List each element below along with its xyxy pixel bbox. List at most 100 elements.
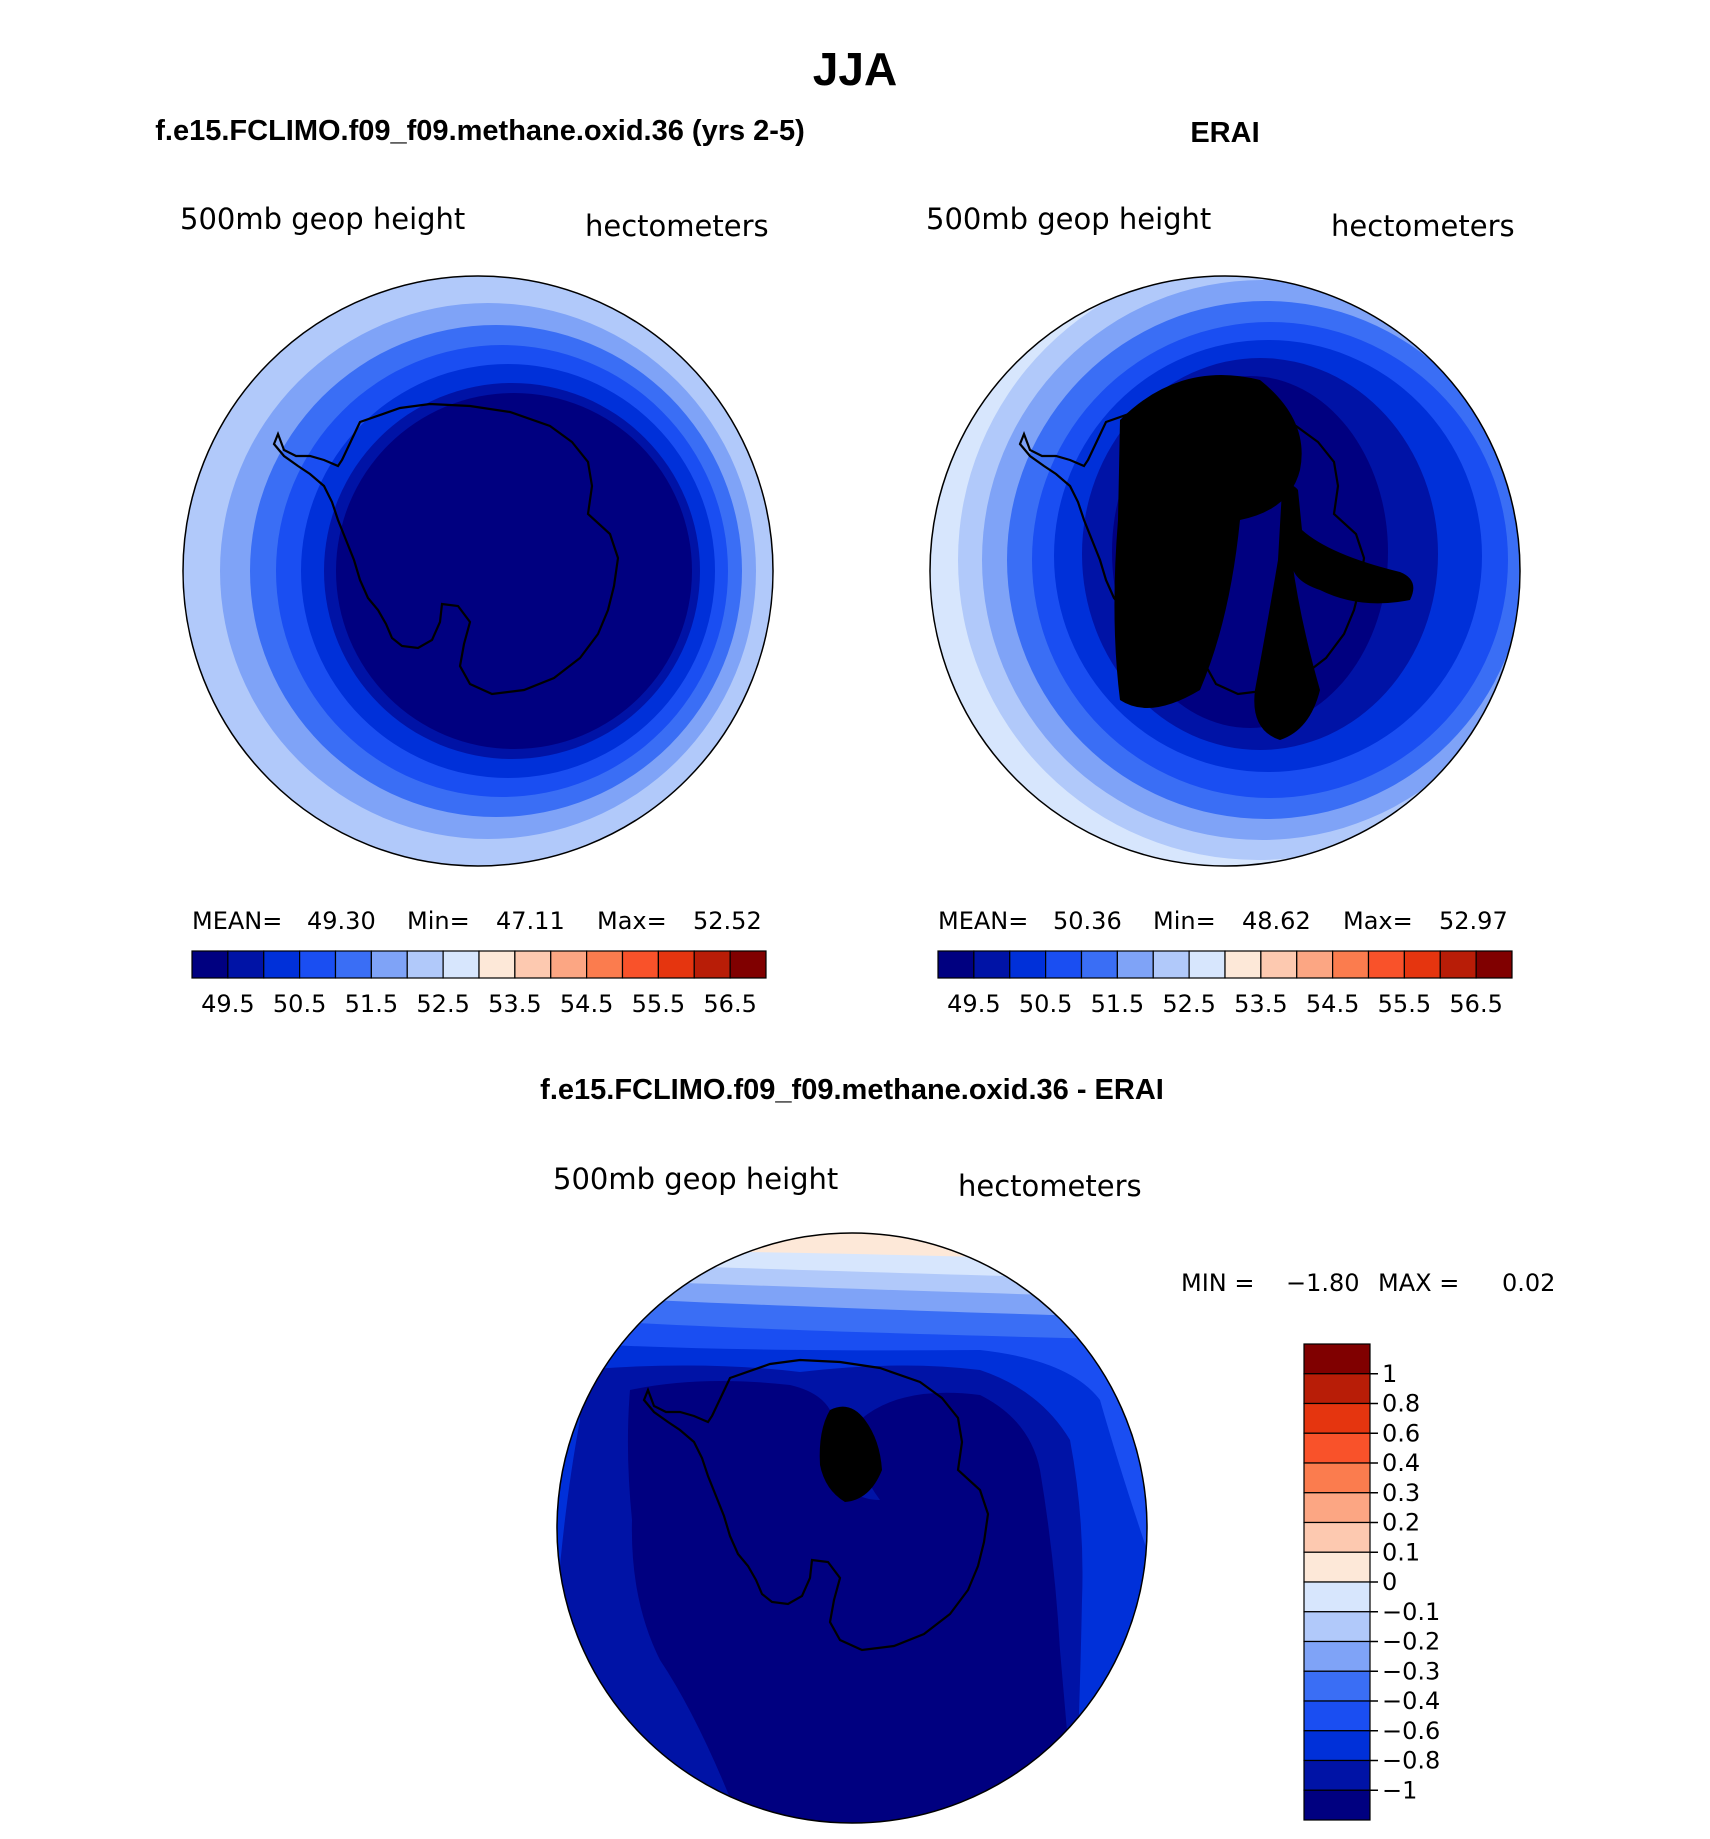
map-contour [1114, 375, 1302, 708]
colorbar-tick-label: 0.2 [1382, 1509, 1420, 1537]
colorbar-tick-label: −0.2 [1382, 1628, 1440, 1656]
panel-model-title: f.e15.FCLIMO.f09_f09.methane.oxid.36 (yr… [155, 115, 805, 147]
colorbar-tick-label: 53.5 [488, 990, 541, 1018]
panel-erai-mean-value: 50.36 [1053, 907, 1122, 935]
colorbar-swatch [1303, 1581, 1371, 1613]
panel-model-min-value: 47.11 [496, 907, 565, 935]
colorbar-swatch [1303, 1789, 1371, 1821]
colorbar-tick-label: −0.4 [1382, 1687, 1440, 1715]
panel-erai-mean-label: MEAN= [938, 907, 1028, 935]
colorbar-swatch [1296, 950, 1334, 979]
colorbar-tick-label: 0.1 [1382, 1538, 1420, 1566]
colorbar-swatch [1439, 950, 1477, 979]
colorbar-swatch [1303, 1373, 1371, 1405]
colorbar-swatch [514, 950, 552, 979]
panel-difference-max-label: MAX = [1378, 1269, 1459, 1297]
colorbar-tick-label: 0 [1382, 1568, 1397, 1596]
figure-title: JJA [813, 43, 897, 95]
colorbar-swatch [550, 950, 588, 979]
colorbar-swatch [693, 950, 731, 979]
colorbar-swatch [1260, 950, 1298, 979]
panel-model-units-label: hectometers [585, 209, 769, 243]
colorbar-swatch [1403, 950, 1441, 979]
panel-model-max-value: 52.52 [693, 907, 762, 935]
colorbar-swatch [657, 950, 695, 979]
colorbar-swatch [263, 950, 301, 979]
colorbar-swatch [1188, 950, 1226, 979]
colorbar-swatch [299, 950, 337, 979]
colorbar-swatch [1303, 1462, 1371, 1494]
colorbar-swatch [1303, 1492, 1371, 1524]
panel-erai-max-label: Max= [1343, 907, 1413, 935]
colorbar-swatch [478, 950, 516, 979]
panel-erai-map [929, 275, 1521, 867]
colorbar-tick-label: 54.5 [560, 990, 613, 1018]
panel-difference-colorbar: 10.80.60.40.30.20.10−0.1−0.2−0.3−0.4−0.6… [1303, 1343, 1440, 1821]
map-boundary [556, 1232, 1148, 1824]
panel-difference-max-value: 0.02 [1502, 1269, 1555, 1297]
colorbar-tick-label: 50.5 [273, 990, 326, 1018]
colorbar-tick-label: 51.5 [345, 990, 398, 1018]
colorbar-swatch [1475, 950, 1513, 979]
panel-erai-max-value: 52.97 [1439, 907, 1508, 935]
colorbar-swatch [191, 950, 229, 979]
colorbar-tick-label: 0.8 [1382, 1390, 1420, 1418]
panel-difference-variable-label: 500mb geop height [553, 1162, 838, 1196]
colorbar-tick-label: 49.5 [947, 990, 1000, 1018]
panel-difference: f.e15.FCLIMO.f09_f09.methane.oxid.36 - E… [540, 1074, 1555, 1824]
colorbar-swatch [1332, 950, 1370, 979]
colorbar-tick-label: 56.5 [1449, 990, 1502, 1018]
colorbar-swatch [442, 950, 480, 979]
colorbar-swatch [406, 950, 444, 979]
colorbar-tick-label: 55.5 [1378, 990, 1431, 1018]
panel-erai-units-label: hectometers [1331, 209, 1515, 243]
colorbar-tick-label: −0.8 [1382, 1747, 1440, 1775]
panel-model-map [182, 275, 774, 867]
colorbar-swatch [1303, 1730, 1371, 1762]
colorbar-swatch [1303, 1432, 1371, 1464]
panel-erai-min-value: 48.62 [1242, 907, 1311, 935]
colorbar-swatch [334, 950, 372, 979]
colorbar-swatch [621, 950, 659, 979]
colorbar-tick-label: −1 [1382, 1776, 1417, 1804]
panel-model-min-label: Min= [407, 907, 470, 935]
colorbar-swatch [1303, 1700, 1371, 1732]
colorbar-swatch [1303, 1521, 1371, 1553]
colorbar-tick-label: 49.5 [201, 990, 254, 1018]
colorbar-tick-label: 55.5 [632, 990, 685, 1018]
panel-difference-min-label: MIN = [1181, 1269, 1254, 1297]
panel-model-variable-label: 500mb geop height [180, 202, 465, 236]
colorbar-swatch [586, 950, 624, 979]
panel-model-colorbar: 49.5 50.5 51.5 52.5 53.5 54.5 55.5 56.5 [191, 950, 767, 1018]
map-contour [336, 393, 692, 749]
colorbar-swatch [1303, 1611, 1371, 1643]
colorbar-tick-label: −0.6 [1382, 1717, 1440, 1745]
colorbar-tick-label: 51.5 [1091, 990, 1144, 1018]
colorbar-swatch [370, 950, 408, 979]
colorbar-tick-label: −0.1 [1382, 1598, 1440, 1626]
colorbar-swatch [1303, 1640, 1371, 1672]
colorbar-swatch [1303, 1551, 1371, 1583]
panel-difference-min-value: −1.80 [1286, 1269, 1360, 1297]
panel-erai-min-label: Min= [1153, 907, 1216, 935]
colorbar-tick-label: 52.5 [416, 990, 469, 1018]
map-contour [819, 1406, 882, 1502]
colorbar-swatch [1152, 950, 1190, 979]
panel-erai-title: ERAI [1190, 117, 1259, 149]
map-boundary [929, 275, 1521, 867]
map-contour [627, 1381, 1075, 1823]
colorbar-tick-label: 50.5 [1019, 990, 1072, 1018]
panel-difference-units-label: hectometers [958, 1169, 1142, 1203]
map-boundary [182, 275, 774, 867]
panel-model-mean-label: MEAN= [192, 907, 282, 935]
colorbar-tick-label: 0.3 [1382, 1479, 1420, 1507]
colorbar-swatch [1116, 950, 1154, 979]
panel-difference-map [556, 1232, 1148, 1824]
colorbar-swatch [973, 950, 1011, 979]
colorbar-tick-label: −0.3 [1382, 1657, 1440, 1685]
colorbar-swatch [729, 950, 767, 979]
colorbar-swatch [1303, 1402, 1371, 1434]
colorbar-swatch [1045, 950, 1083, 979]
colorbar-tick-label: 52.5 [1162, 990, 1215, 1018]
